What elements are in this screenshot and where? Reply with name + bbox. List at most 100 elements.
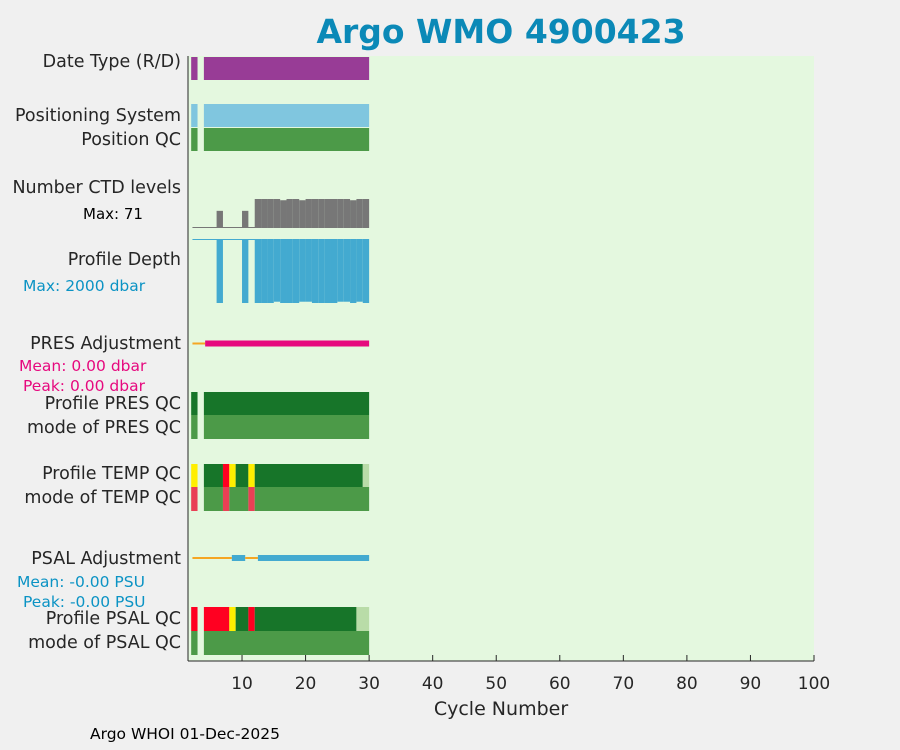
psal-adjustment-segment [192, 557, 232, 559]
row-label-profile-psal-qc: Profile PSAL QC [45, 609, 181, 629]
psal-mean-note: Mean: -0.00 PSU [17, 573, 145, 591]
ctd-levels-bar [292, 199, 300, 228]
chart-marks [191, 57, 370, 655]
positioning-system-segment [203, 104, 370, 127]
x-tick-label: 80 [676, 674, 698, 694]
mode-temp-qc-segment [203, 487, 223, 511]
profile-depth-bar [273, 239, 281, 302]
date-type-segment [203, 57, 370, 80]
ctd-baseline [192, 227, 262, 228]
profile-psal-qc-segment [254, 607, 357, 631]
x-tick-label: 30 [358, 674, 380, 694]
row-label-ctd-levels: Number CTD levels [12, 178, 181, 198]
x-tick-label: 40 [421, 674, 444, 694]
pres-adjustment-segment [192, 342, 206, 345]
mode-temp-qc-segment [191, 487, 198, 511]
row-label-mode-psal-qc: mode of PSAL QC [28, 633, 181, 653]
profile-depth-bar [280, 239, 287, 303]
ctd-levels-bar [299, 200, 306, 228]
ctd-levels-bar [286, 199, 293, 228]
ctd-levels-bar [261, 199, 268, 228]
profile-psal-qc-segment [229, 607, 236, 631]
ctd-max-note: Max: 71 [83, 205, 143, 223]
ctd-levels-bar [324, 199, 331, 228]
x-tick-label: 90 [739, 674, 762, 694]
row-label-positioning-system: Positioning System [14, 106, 181, 126]
ctd-levels-bar [305, 199, 312, 228]
ctd-levels-bar [362, 199, 370, 228]
x-tick-label: 60 [548, 674, 571, 694]
row-label-profile-depth: Profile Depth [67, 250, 181, 270]
row-label-position-qc: Position QC [81, 130, 181, 150]
ctd-levels-bar [350, 200, 357, 228]
profile-depth-bar [299, 239, 306, 302]
profile-depth-baseline [192, 239, 262, 240]
profile-depth-bar [292, 239, 300, 303]
row-label-mode-temp-qc: mode of TEMP QC [24, 488, 181, 508]
row-label-pres-adjustment: PRES Adjustment [30, 334, 181, 354]
x-tick-label: 50 [485, 674, 508, 694]
depth-max-note: Max: 2000 dbar [23, 277, 146, 295]
profile-pres-qc-segment [203, 392, 370, 415]
mode-temp-qc-segment [254, 487, 370, 511]
profile-temp-qc-segment [235, 464, 249, 487]
ctd-levels-bar [216, 210, 223, 228]
mode-pres-qc-segment [191, 415, 198, 439]
profile-depth-bar [362, 239, 370, 303]
mode-pres-qc-segment [203, 415, 370, 439]
x-tick-label: 10 [231, 674, 253, 694]
mode-temp-qc-segment [222, 487, 230, 511]
x-tick-label: 100 [797, 674, 831, 694]
psal-peak-note: Peak: -0.00 PSU [23, 593, 146, 611]
profile-depth-bar [261, 239, 268, 303]
date-type-segment [191, 57, 198, 80]
profile-depth-bar [343, 239, 351, 302]
profile-temp-qc-segment [248, 464, 255, 487]
profile-depth-bar [318, 239, 325, 303]
row-label-profile-pres-qc: Profile PRES QC [44, 394, 181, 414]
profile-psal-qc-segment [235, 607, 249, 631]
ctd-levels-bar [267, 199, 274, 228]
pres-mean-note: Mean: 0.00 dbar [19, 357, 147, 375]
profile-temp-qc-segment [229, 464, 236, 487]
profile-psal-qc-segment [248, 607, 255, 631]
profile-temp-qc-segment [222, 464, 230, 487]
pres-peak-note: Peak: 0.00 dbar [23, 377, 145, 395]
psal-adjustment-segment [245, 557, 258, 559]
ctd-levels-bar [273, 199, 281, 228]
profile-depth-bar [254, 239, 262, 303]
ctd-levels-bar [343, 199, 351, 228]
pres-adjustment-segment [205, 340, 370, 347]
row-label-mode-pres-qc: mode of PRES QC [26, 418, 181, 438]
position-qc-segment [191, 128, 198, 151]
profile-temp-qc-segment [362, 464, 370, 487]
ctd-levels-bar [311, 199, 319, 228]
ctd-levels-bar [330, 199, 338, 228]
ctd-levels-bar [242, 210, 249, 228]
ctd-levels-bar [356, 199, 363, 228]
psal-adjustment-segment [231, 555, 246, 561]
profile-depth-bar [311, 239, 319, 303]
row-label-psal-adjustment: PSAL Adjustment [31, 549, 181, 569]
positioning-system-segment [191, 104, 198, 127]
profile-temp-qc-segment [203, 464, 223, 487]
profile-pres-qc-segment [191, 392, 198, 415]
mode-temp-qc-segment [229, 487, 249, 511]
chart-title: Argo WMO 4900423 [316, 12, 686, 51]
profile-temp-qc-segment [254, 464, 363, 487]
x-tick-label: 20 [294, 674, 317, 694]
profile-depth-bar [242, 239, 249, 303]
x-axis [187, 56, 815, 662]
x-axis-label: Cycle Number [433, 698, 569, 720]
ctd-levels-bar [280, 200, 287, 228]
profile-depth-bar [324, 239, 331, 303]
ctd-levels-bar [254, 199, 262, 228]
profile-depth-bar [305, 239, 312, 302]
profile-depth-bar [330, 239, 338, 303]
ctd-levels-bar [337, 199, 344, 228]
footer-credit: Argo WHOI 01-Dec-2025 [90, 725, 280, 743]
profile-psal-qc-segment [203, 607, 230, 631]
profile-depth-bar [286, 239, 293, 303]
row-label-date-type: Date Type (R/D) [42, 52, 181, 72]
